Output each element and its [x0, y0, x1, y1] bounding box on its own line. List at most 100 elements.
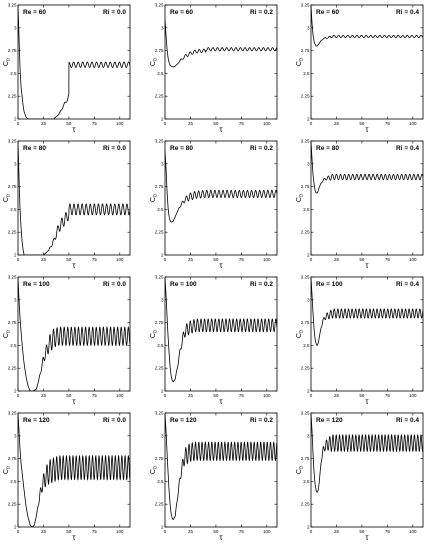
richardson-label: Ri = 0.4 [396, 281, 419, 288]
y-tick-label: 3.25 [155, 275, 164, 280]
y-tick-label: 3.25 [8, 139, 17, 144]
reynolds-label: Re = 60 [23, 9, 46, 16]
y-tick-label: 2.5 [157, 343, 164, 348]
drag-coefficient-series [18, 413, 130, 527]
y-tick-label: 2.75 [8, 184, 17, 189]
x-tick-label: 0 [310, 393, 313, 398]
x-tick-label: 75 [239, 529, 245, 534]
y-tick-label: 2.5 [10, 479, 17, 484]
x-tick-label: 75 [92, 393, 98, 398]
y-tick-label: 3.25 [301, 3, 310, 8]
y-tick-label: 2.75 [301, 320, 310, 325]
x-tick-label: 50 [213, 257, 219, 262]
drag-coefficient-series [311, 277, 423, 347]
y-axis-label: CD [296, 193, 304, 202]
x-tick-label: 25 [188, 121, 194, 126]
reynolds-label: Re = 60 [170, 9, 193, 16]
y-tick-label: 3 [161, 161, 164, 166]
x-tick-label: 75 [385, 257, 391, 262]
drag-coefficient-series [311, 413, 423, 494]
x-tick-label: 75 [239, 257, 245, 262]
x-axis-label: τ [365, 397, 369, 406]
y-tick-label: 2.75 [155, 184, 164, 189]
y-tick-label: 2 [14, 389, 17, 394]
x-axis-label: τ [219, 261, 223, 270]
y-tick-label: 2.25 [301, 366, 310, 371]
y-tick-label: 2.25 [8, 502, 17, 507]
richardson-label: Ri = 0.2 [250, 145, 273, 152]
y-axis-label: CD [3, 465, 11, 474]
y-tick-label: 2 [307, 525, 310, 530]
chart-panel-5: 0 25 50 75 100 2 2.25 2.5 2.75 3 3.25 τ CD Re = 80 Ri … [150, 139, 278, 270]
plot-frame [17, 276, 131, 392]
plot-frame [164, 276, 278, 392]
drag-coefficient-series [18, 5, 130, 119]
drag-coefficient-series [165, 277, 277, 383]
y-tick-label: 2.75 [8, 48, 17, 53]
y-tick-label: 2.5 [303, 343, 310, 348]
y-tick-label: 3 [307, 161, 310, 166]
y-tick-label: 2 [161, 389, 164, 394]
plot-frame [164, 412, 278, 528]
x-tick-label: 0 [17, 257, 20, 262]
x-tick-label: 25 [41, 257, 47, 262]
x-axis-label: τ [72, 397, 76, 406]
chart-panel-4: 0 25 50 75 100 2 2.25 2.5 2.75 3 3.25 τ CD Re = 80 Ri … [3, 139, 131, 270]
y-tick-label: 2.25 [155, 502, 164, 507]
x-tick-label: 75 [385, 393, 391, 398]
reynolds-label: Re = 80 [170, 145, 193, 152]
x-tick-label: 25 [188, 529, 194, 534]
y-axis-label: CD [150, 193, 158, 202]
y-tick-label: 3 [14, 433, 17, 438]
x-tick-label: 75 [385, 121, 391, 126]
y-tick-label: 2 [14, 253, 17, 258]
x-tick-label: 100 [263, 257, 271, 262]
chart-panel-1: 0 25 50 75 100 2 2.25 2.5 2.75 3 3.25 τ CD Re = 60 Ri … [3, 3, 131, 134]
chart-panel-12: 0 25 50 75 100 2 2.25 2.5 2.75 3 3.25 τ CD Re = 120 Ri… [296, 411, 424, 542]
x-tick-label: 50 [213, 529, 219, 534]
drag-coefficient-series [165, 150, 277, 223]
x-tick-label: 0 [17, 121, 20, 126]
y-tick-label: 2 [161, 117, 164, 122]
y-tick-label: 2.25 [155, 94, 164, 99]
y-tick-label: 2.75 [155, 48, 164, 53]
x-tick-label: 100 [409, 257, 417, 262]
y-tick-label: 2.5 [303, 71, 310, 76]
y-tick-label: 3 [14, 297, 17, 302]
reynolds-label: Re = 100 [316, 281, 343, 288]
y-axis-label: CD [3, 57, 11, 66]
x-tick-label: 0 [164, 529, 167, 534]
x-tick-label: 0 [310, 529, 313, 534]
x-tick-label: 100 [263, 529, 271, 534]
y-tick-label: 2.5 [157, 207, 164, 212]
y-tick-label: 2 [307, 253, 310, 258]
y-tick-label: 3.25 [155, 139, 164, 144]
x-tick-label: 75 [92, 257, 98, 262]
y-axis-label: CD [150, 329, 158, 338]
x-axis-label: τ [219, 397, 223, 406]
y-tick-label: 3.25 [155, 3, 164, 8]
chart-panel-10: 0 25 50 75 100 2 2.25 2.5 2.75 3 3.25 τ CD Re = 120 Ri… [3, 411, 131, 542]
y-tick-label: 2.5 [303, 479, 310, 484]
y-tick-label: 2 [14, 117, 17, 122]
x-tick-label: 50 [359, 257, 365, 262]
x-tick-label: 25 [41, 529, 47, 534]
x-tick-label: 25 [41, 393, 47, 398]
x-axis-label: τ [72, 261, 76, 270]
richardson-label: Ri = 0.2 [250, 281, 273, 288]
y-tick-label: 3.25 [155, 411, 164, 416]
x-tick-label: 100 [409, 529, 417, 534]
y-tick-label: 2.75 [8, 320, 17, 325]
richardson-label: Ri = 0.2 [250, 9, 273, 16]
y-tick-label: 2 [14, 525, 17, 530]
x-tick-label: 25 [334, 393, 340, 398]
richardson-label: Ri = 0.0 [103, 417, 126, 424]
plot-frame [310, 140, 424, 256]
x-tick-label: 50 [66, 121, 72, 126]
y-axis-label: CD [296, 465, 304, 474]
x-tick-label: 0 [164, 257, 167, 262]
plot-frame [17, 4, 131, 120]
y-axis-label: CD [3, 329, 11, 338]
x-tick-label: 100 [116, 257, 124, 262]
